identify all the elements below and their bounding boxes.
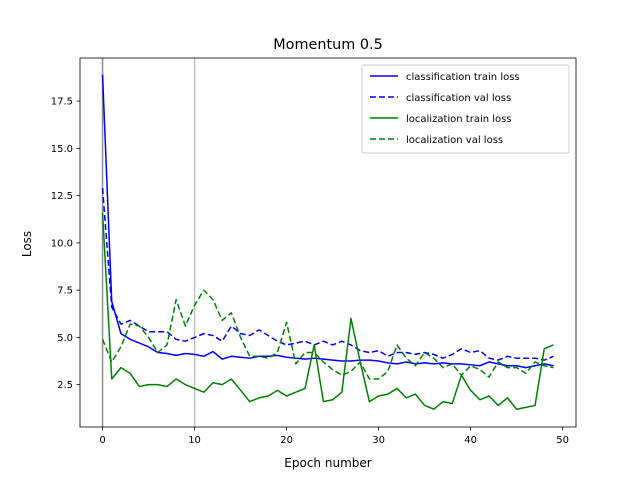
x-axis-label: Epoch number <box>284 456 371 470</box>
x-tick-label: 0 <box>99 435 105 446</box>
x-tick-label: 30 <box>372 435 385 446</box>
legend-entry-1: classification val loss <box>406 93 511 104</box>
y-tick-label: 2.5 <box>57 380 73 391</box>
y-tick-label: 12.5 <box>51 191 73 202</box>
x-tick-label: 20 <box>280 435 293 446</box>
y-tick-label: 7.5 <box>57 286 73 297</box>
x-tick-label: 50 <box>556 435 569 446</box>
x-tick-label: 10 <box>188 435 201 446</box>
y-tick-label: 5.0 <box>57 333 73 344</box>
legend-entry-0: classification train loss <box>406 72 520 83</box>
legend: classification train loss classification … <box>361 64 570 154</box>
series-line-0 <box>101 74 554 369</box>
series-line-2 <box>101 212 554 410</box>
legend-entry-3: localization val loss <box>406 135 503 146</box>
x-tick-label: 40 <box>464 435 477 446</box>
series-line-3 <box>101 289 554 380</box>
plot-area: 0 10 20 30 40 50 2.5 5.0 7.5 10.0 12.5 15.0 17.5 <box>51 57 577 446</box>
y-axis-label: Loss <box>20 231 34 257</box>
legend-entry-2: localization train loss <box>406 114 512 125</box>
y-tick-label: 10.0 <box>51 238 73 249</box>
y-tick-label: 17.5 <box>51 97 73 108</box>
chart-title: Momentum 0.5 <box>273 37 382 53</box>
y-tick-label: 15.0 <box>51 144 73 155</box>
series-line-1 <box>101 188 554 361</box>
legend-box <box>361 64 570 154</box>
